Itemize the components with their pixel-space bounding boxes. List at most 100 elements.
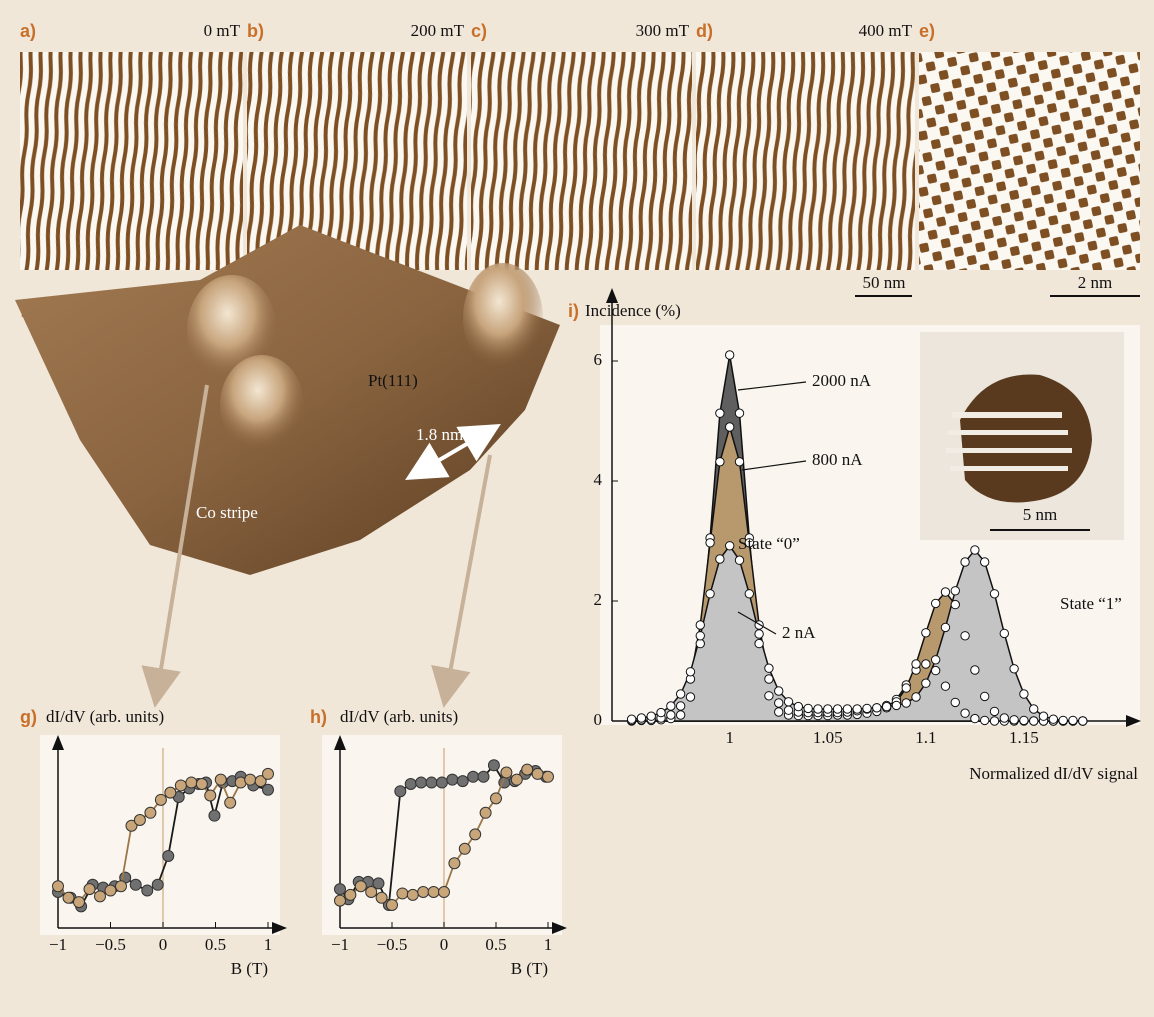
panel-label: d) (696, 21, 713, 41)
scale-bar-label: 5 nm (1023, 505, 1057, 524)
data-point (765, 692, 773, 700)
data-point (335, 895, 346, 906)
data-point (775, 708, 783, 716)
data-point (667, 711, 675, 719)
axis-title: dI/dV (arb. units) (340, 707, 458, 726)
data-point (209, 810, 220, 821)
data-point (196, 779, 207, 790)
data-point (971, 546, 979, 554)
data-point (449, 858, 460, 869)
adatom-peak (220, 355, 304, 455)
data-point (245, 774, 256, 785)
x-tick-label: −1 (49, 935, 67, 954)
data-point (676, 690, 684, 698)
data-point (735, 556, 743, 564)
data-point (892, 701, 900, 709)
data-point (186, 777, 197, 788)
data-point (543, 771, 554, 782)
data-point (480, 807, 491, 818)
series-label: 2 nA (782, 623, 816, 642)
data-point (765, 675, 773, 683)
data-point (931, 656, 939, 664)
data-point (447, 774, 458, 785)
data-point (215, 774, 226, 785)
data-point (478, 771, 489, 782)
data-point (696, 632, 704, 640)
data-point (436, 777, 447, 788)
x-tick-label: 0 (159, 935, 168, 954)
data-point (735, 409, 743, 417)
data-point (971, 666, 979, 674)
x-axis-label: B (T) (231, 959, 268, 978)
surface-label: Pt(111) (368, 371, 418, 390)
data-point (755, 630, 763, 638)
data-point (863, 704, 871, 712)
data-point (105, 885, 116, 896)
data-point (686, 693, 694, 701)
data-point (468, 771, 479, 782)
data-point (1079, 717, 1087, 725)
stm-image (919, 52, 1140, 270)
data-point (725, 423, 733, 431)
data-point (405, 779, 416, 790)
island-stripe (950, 466, 1068, 471)
data-point (990, 717, 998, 725)
panel-label: g) (20, 707, 37, 727)
field-label: 200 mT (411, 21, 465, 40)
data-point (922, 629, 930, 637)
data-point (416, 777, 427, 788)
data-point (657, 708, 665, 716)
data-point (716, 409, 724, 417)
island-stripe (948, 430, 1068, 435)
state-label: State “0” (738, 534, 800, 553)
data-point (225, 797, 236, 808)
data-point (152, 879, 163, 890)
data-point (804, 704, 812, 712)
data-point (1049, 715, 1057, 723)
data-point (1000, 629, 1008, 637)
state-label: State “1” (1060, 594, 1122, 613)
data-point (457, 776, 468, 787)
data-point (1069, 716, 1077, 724)
data-point (387, 899, 398, 910)
panel-label: i) (568, 301, 579, 321)
data-point (165, 787, 176, 798)
field-label: 400 mT (859, 21, 913, 40)
data-point (205, 790, 216, 801)
data-point (263, 768, 274, 779)
figure: a) 0 mT b) 200 mT c) 300 mT d) 400 mT e)… (0, 0, 1154, 1017)
data-point (1010, 665, 1018, 673)
data-point (397, 888, 408, 899)
data-point (961, 709, 969, 717)
adatom-peak (463, 263, 543, 373)
data-point (941, 588, 949, 596)
stripe-label: Co stripe (196, 503, 258, 522)
data-point (931, 666, 939, 674)
data-point (1010, 716, 1018, 724)
data-point (1030, 717, 1038, 725)
axis-title: dI/dV (arb. units) (46, 707, 164, 726)
y-tick-label: 4 (594, 470, 603, 489)
data-point (922, 679, 930, 687)
data-point (951, 587, 959, 595)
data-point (395, 786, 406, 797)
data-point (961, 632, 969, 640)
data-point (961, 558, 969, 566)
data-point (175, 780, 186, 791)
data-point (130, 879, 141, 890)
data-point (784, 706, 792, 714)
data-point (941, 682, 949, 690)
panel-label: h) (310, 707, 327, 727)
data-point (647, 712, 655, 720)
data-point (376, 892, 387, 903)
data-point (794, 702, 802, 710)
data-point (491, 793, 502, 804)
data-point (1020, 716, 1028, 724)
data-point (706, 539, 714, 547)
x-tick-label: 1 (264, 935, 273, 954)
data-point (853, 705, 861, 713)
data-point (407, 889, 418, 900)
island-stripe (952, 412, 1062, 418)
field-label: 300 mT (636, 21, 690, 40)
data-point (163, 851, 174, 862)
